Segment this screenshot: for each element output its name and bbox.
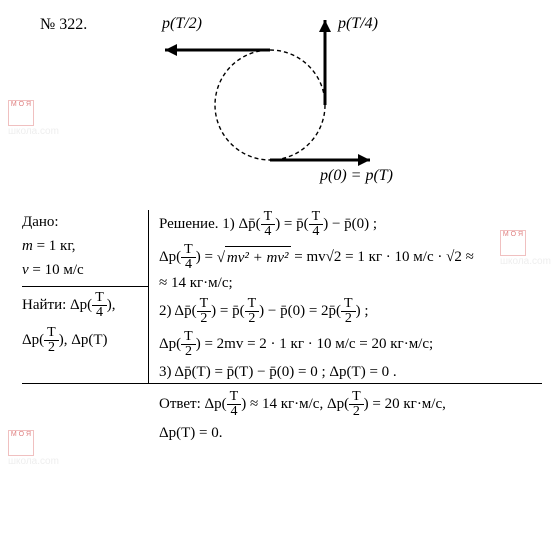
given-mass: m = 1 кг, xyxy=(22,234,148,258)
problem-number: № 322. xyxy=(40,16,87,34)
answer-line2: Δp(T) = 0. xyxy=(159,425,542,442)
given-velocity: v = 10 м/с xyxy=(22,258,148,282)
label-p-t2: p(T/2) xyxy=(161,15,202,32)
find-line1: Найти: Δp(T4), xyxy=(22,291,148,320)
momentum-diagram: p(T/2) p(T/4) p(0) = p(T) xyxy=(140,10,420,190)
given-header: Дано: xyxy=(22,210,148,234)
sol-line-1a: Решение. 1) Δp̄(T4) = p̄(T4) − p̄(0) ; xyxy=(159,210,542,239)
content-area: Дано: m = 1 кг, v = 10 м/с Найти: Δp(T4)… xyxy=(22,210,542,442)
watermark: М О Я школа.com xyxy=(8,100,59,137)
page: № 322. p(T/2) p(T/4) p(0) = p(T) Дано: m… xyxy=(0,0,558,540)
solution-block: Решение. 1) Δp̄(T4) = p̄(T4) − p̄(0) ; Δ… xyxy=(148,210,542,383)
find-line2: Δp(T2), Δp(T) xyxy=(22,326,148,355)
answer-block: Ответ: Δp(T4) ≈ 14 кг·м/с, Δp(T2) = 20 к… xyxy=(22,383,542,442)
sol-line-2b: Δp(T2) = 2mv = 2 · 1 кг · 10 м/с = 20 кг… xyxy=(159,330,542,359)
given-block: Дано: m = 1 кг, v = 10 м/с Найти: Δp(T4)… xyxy=(22,210,148,355)
sol-line-1b-res: ≈ 14 кг·м/с; xyxy=(159,272,542,295)
sol-line-3: 3) Δp̄(T) = p̄(T) − p̄(0) = 0 ; Δp(T) = … xyxy=(159,361,542,384)
sol-line-1b: Δp(T4) = √mv² + mv² = mv√2 = 1 кг · 10 м… xyxy=(159,243,542,272)
label-p-0: p(0) = p(T) xyxy=(319,167,393,184)
sol-line-2a: 2) Δp̄(T2) = p̄(T2) − p̄(0) = 2p̄(T2) ; xyxy=(159,297,542,326)
label-p-t4: p(T/4) xyxy=(337,15,378,32)
given-separator xyxy=(22,286,148,287)
answer-line1: Ответ: Δp(T4) ≈ 14 кг·м/с, Δp(T2) = 20 к… xyxy=(159,390,542,419)
